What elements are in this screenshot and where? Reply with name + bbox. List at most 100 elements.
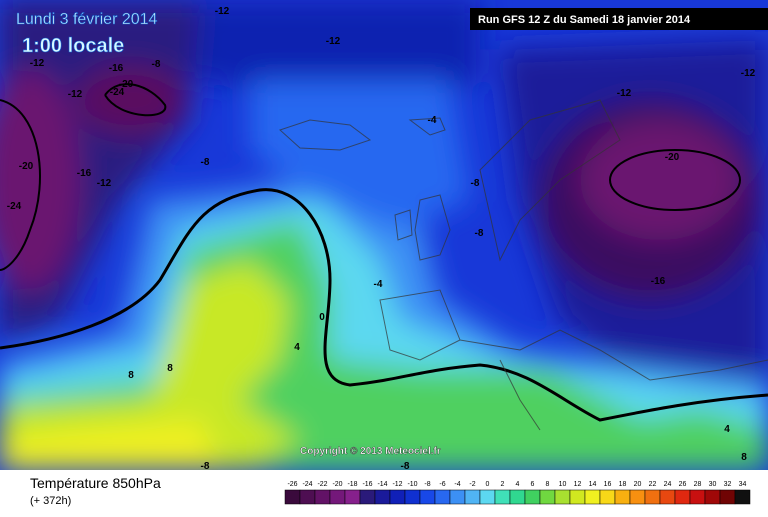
contour-label: 4 bbox=[724, 424, 730, 435]
scale-swatch bbox=[359, 489, 376, 505]
contour-label: -24 bbox=[7, 201, 22, 212]
contour-label: -8 bbox=[201, 461, 210, 472]
scale-swatch bbox=[374, 489, 391, 505]
scale-swatch bbox=[629, 489, 646, 505]
scale-label: 32 bbox=[724, 481, 732, 488]
scale-swatch bbox=[299, 489, 316, 505]
scale-swatch bbox=[599, 489, 616, 505]
scale-swatch bbox=[689, 489, 706, 505]
zero-isotherm bbox=[0, 188, 768, 422]
scale-swatch bbox=[419, 489, 436, 505]
contour-label: -24 bbox=[110, 87, 125, 98]
scale-label: -4 bbox=[454, 481, 460, 488]
scale-swatch bbox=[404, 489, 421, 505]
scale-label: 16 bbox=[604, 481, 612, 488]
scale-label: -8 bbox=[424, 481, 430, 488]
scale-swatch bbox=[494, 489, 511, 505]
contour-label: -8 bbox=[152, 59, 161, 70]
scale-label: -2 bbox=[469, 481, 475, 488]
scale-label: 18 bbox=[619, 481, 627, 488]
contour-label: -20 bbox=[665, 152, 680, 163]
scale-swatch bbox=[464, 489, 481, 505]
contour-label: -4 bbox=[374, 279, 383, 290]
scale-swatch bbox=[554, 489, 571, 505]
scale-label: 26 bbox=[679, 481, 687, 488]
contour-label: -12 bbox=[97, 178, 112, 189]
scale-label: -12 bbox=[392, 481, 402, 488]
contour-label: -12 bbox=[68, 89, 83, 100]
scale-swatch bbox=[344, 489, 361, 505]
scale-swatch bbox=[524, 489, 541, 505]
scale-swatch bbox=[509, 489, 526, 505]
contour-label: -4 bbox=[428, 115, 437, 126]
contour-label: 4 bbox=[294, 342, 300, 353]
run-label: Run GFS 12 Z du Samedi 18 janvier 2014 bbox=[478, 14, 691, 26]
scale-label: -18 bbox=[347, 481, 357, 488]
contour-label: -8 bbox=[401, 461, 410, 472]
coastlines bbox=[279, 99, 768, 431]
contour-lines bbox=[0, 83, 741, 271]
scale-swatch bbox=[389, 489, 406, 505]
contour-label: -8 bbox=[471, 178, 480, 189]
scale-label: 2 bbox=[501, 481, 505, 488]
scale-swatch bbox=[719, 489, 736, 505]
contour-label: 8 bbox=[128, 370, 134, 381]
scale-swatch bbox=[584, 489, 601, 505]
scale-label: 10 bbox=[559, 481, 567, 488]
scale-swatch bbox=[704, 489, 721, 505]
scale-label: -20 bbox=[332, 481, 342, 488]
scale-swatch bbox=[659, 489, 676, 505]
contour-label: -12 bbox=[215, 6, 230, 17]
contour-label: -16 bbox=[77, 168, 92, 179]
contour-label: -8 bbox=[201, 157, 210, 168]
scale-swatch bbox=[449, 489, 466, 505]
scale-swatch bbox=[329, 489, 346, 505]
scale-swatch bbox=[614, 489, 631, 505]
copyright: Copyright © 2013 Meteociel.fr bbox=[300, 446, 441, 457]
contour-label: -12 bbox=[326, 36, 341, 47]
scale-label: -16 bbox=[362, 481, 372, 488]
contour-label: -8 bbox=[475, 228, 484, 239]
scale-label: 12 bbox=[574, 481, 582, 488]
scale-swatch bbox=[539, 489, 556, 505]
map-field bbox=[0, 0, 768, 470]
contour-label: 8 bbox=[741, 452, 747, 463]
scale-label: 0 bbox=[486, 481, 490, 488]
run-box bbox=[470, 8, 768, 30]
scale-swatch bbox=[674, 489, 691, 505]
scale-swatch bbox=[479, 489, 496, 505]
scale-swatch bbox=[569, 489, 586, 505]
scale-swatch bbox=[284, 489, 301, 505]
scale-label: -24 bbox=[302, 481, 312, 488]
scale-label: 30 bbox=[709, 481, 717, 488]
contour-label: -16 bbox=[109, 63, 124, 74]
color-scale: -26 -24 -22 -20 -18 -16 -14 -12 -10 -8 -6 -4 -2 0 2 4 6 8… bbox=[284, 481, 751, 505]
scale-label: 34 bbox=[739, 481, 747, 488]
legend-title: Température 850hPa bbox=[30, 475, 161, 491]
contour-label: -20 bbox=[119, 79, 134, 90]
scale-label: -22 bbox=[317, 481, 327, 488]
contour-label: 8 bbox=[167, 363, 173, 374]
scale-label: 6 bbox=[531, 481, 535, 488]
contour-label: -20 bbox=[19, 161, 34, 172]
scale-swatch bbox=[644, 489, 661, 505]
scale-label: 8 bbox=[546, 481, 550, 488]
scale-label: 28 bbox=[694, 481, 702, 488]
contour-label: -16 bbox=[651, 276, 666, 287]
contour-label: -12 bbox=[617, 88, 632, 99]
time-label: 1:00 locale bbox=[22, 35, 124, 57]
scale-label: 20 bbox=[634, 481, 642, 488]
date-label: Lundi 3 février 2014 bbox=[16, 11, 158, 28]
scale-swatch bbox=[314, 489, 331, 505]
scale-swatch bbox=[734, 489, 751, 505]
contour-label: -12 bbox=[30, 58, 45, 69]
scale-label: -10 bbox=[407, 481, 417, 488]
contour-label: 0 bbox=[319, 312, 325, 323]
contour-labels: -12-12-12 -16 -8-20-24-12-20-16-12-24-8-4-… bbox=[7, 6, 756, 472]
scale-label: 14 bbox=[589, 481, 597, 488]
scale-label: 4 bbox=[516, 481, 520, 488]
contour-label: -12 bbox=[741, 68, 756, 79]
scale-label: -14 bbox=[377, 481, 387, 488]
scale-label: 24 bbox=[664, 481, 672, 488]
